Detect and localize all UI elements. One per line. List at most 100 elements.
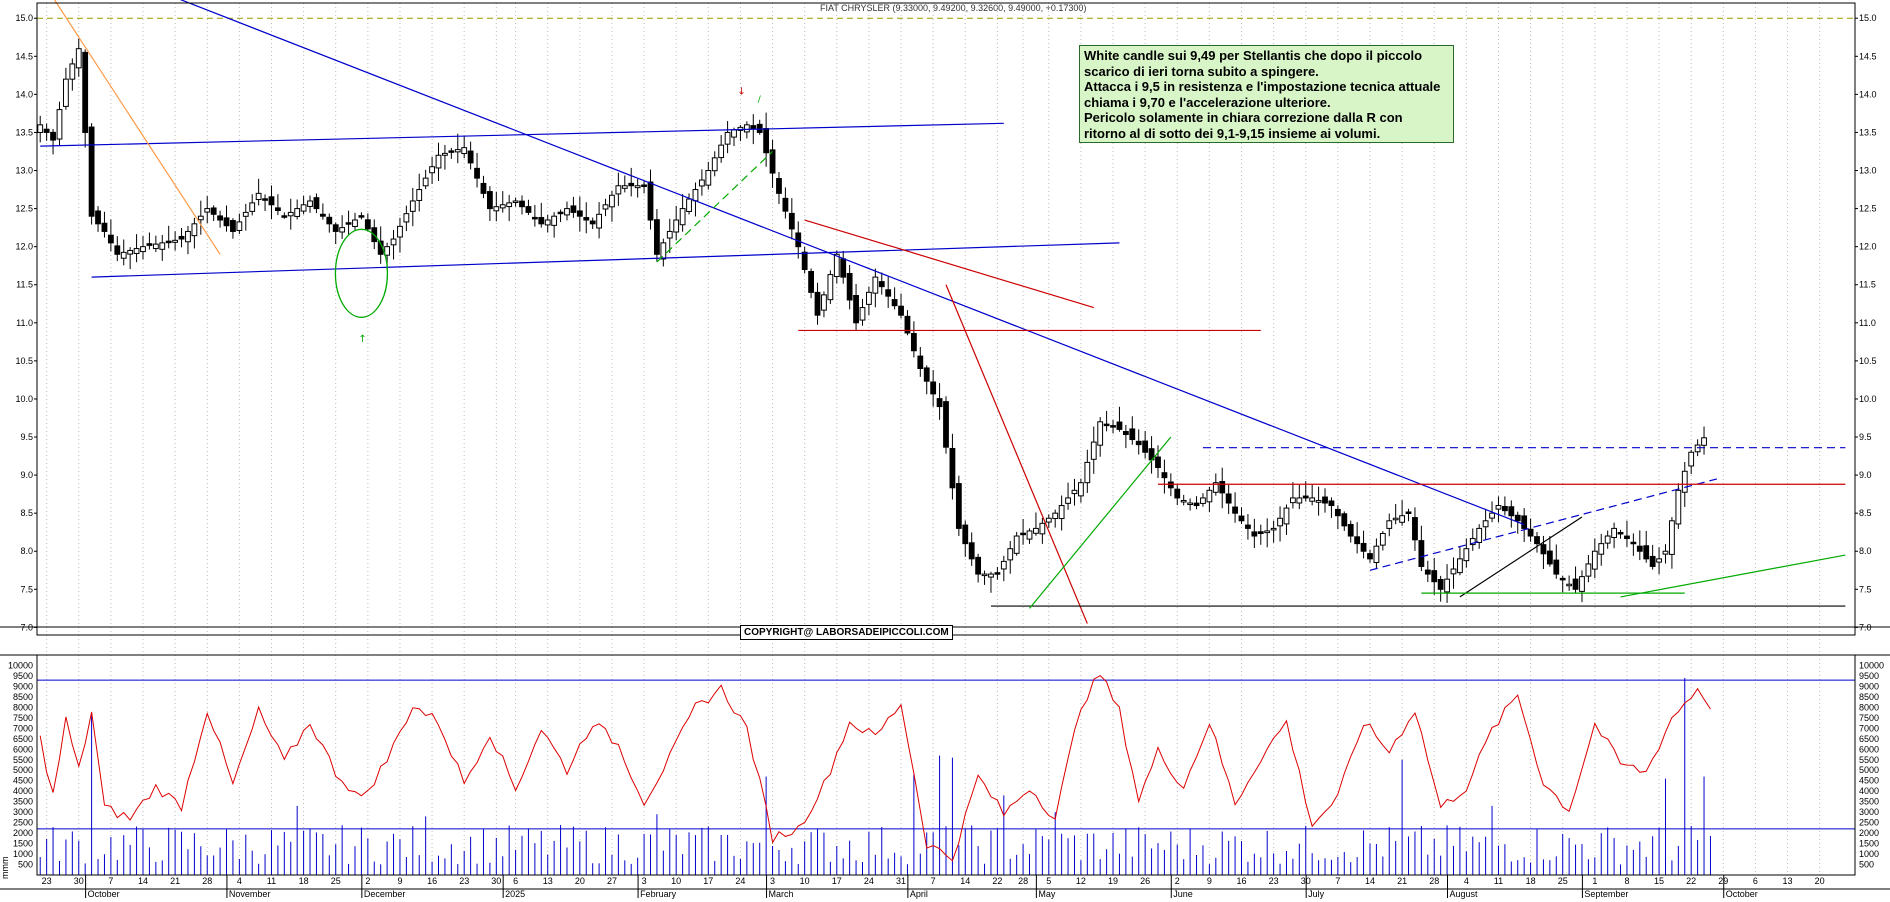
down-arrow-icon: ↓	[737, 86, 745, 97]
candle	[885, 289, 892, 297]
annotation-line: Pericolo solamente in chiara correzione …	[1084, 110, 1403, 125]
candle	[878, 281, 885, 288]
candle	[1341, 513, 1348, 527]
candle	[628, 182, 635, 187]
y-tick-label: 12.5	[1859, 204, 1877, 214]
candle	[300, 204, 307, 212]
candle	[1090, 441, 1097, 460]
x-day-label: 24	[864, 876, 874, 886]
candle	[1020, 532, 1026, 536]
vol-tick-label: 7500	[13, 713, 33, 723]
candle	[570, 205, 577, 213]
candle	[576, 210, 583, 217]
candle	[1309, 497, 1316, 502]
y-tick-label: 12.0	[15, 242, 33, 252]
candle	[1379, 532, 1386, 546]
vol-tick-label: 5000	[1859, 765, 1879, 775]
vol-tick-label: 5000	[13, 765, 33, 775]
candle	[512, 200, 519, 203]
candle	[583, 217, 590, 221]
candle	[1328, 500, 1335, 507]
candle	[1302, 495, 1309, 499]
annotation-box: White candle sui 9,49 per Stellantis che…	[1079, 45, 1454, 143]
candle	[1360, 542, 1367, 552]
trendline	[804, 219, 1094, 309]
candle	[1444, 578, 1450, 593]
candle	[731, 129, 737, 138]
y-tick-label: 11.0	[1859, 318, 1876, 328]
candle	[56, 109, 63, 140]
candle	[1412, 517, 1418, 541]
candle	[242, 211, 249, 217]
candle	[1373, 545, 1380, 564]
candle	[88, 126, 95, 217]
x-day-label: 8	[1624, 876, 1629, 886]
candle	[1527, 528, 1534, 537]
annotation-line: White candle sui 9,49 per Stellantis che…	[1084, 48, 1423, 63]
candle	[1238, 515, 1245, 522]
x-day-label: 19	[1108, 876, 1118, 886]
x-day-label: 23	[42, 876, 52, 886]
candle	[448, 150, 455, 153]
y-tick-label: 14.5	[1859, 51, 1877, 61]
y-tick-label: 13.5	[15, 127, 33, 137]
vol-tick-label: 500	[18, 860, 33, 870]
candle	[1270, 527, 1277, 531]
candle	[1675, 489, 1682, 525]
candle	[1315, 499, 1322, 503]
y-tick-label: 11.5	[16, 280, 33, 290]
candle	[409, 200, 416, 212]
candle	[756, 123, 763, 133]
candle	[808, 270, 814, 293]
candle	[1232, 506, 1238, 514]
candle	[152, 243, 159, 250]
candle	[1161, 472, 1168, 479]
candle	[711, 157, 718, 172]
y-tick-label: 7.0	[1859, 622, 1872, 632]
vol-tick-label: 2000	[1859, 828, 1879, 838]
candle	[1322, 496, 1328, 504]
x-day-label: 26	[1140, 876, 1150, 886]
candle	[936, 398, 943, 408]
candle	[853, 295, 859, 324]
vol-tick-label: 4500	[13, 776, 33, 786]
candle	[1482, 520, 1489, 528]
candle	[1624, 535, 1630, 540]
candle	[275, 207, 281, 211]
candle	[1180, 499, 1187, 503]
vol-tick-label: 6000	[1859, 744, 1879, 754]
y-tick-label: 8.5	[1859, 508, 1872, 518]
candle	[345, 222, 352, 225]
price-panel: ↑ ↓ /	[37, 0, 1846, 624]
candle	[1367, 553, 1373, 560]
x-day-label: 10	[671, 876, 681, 886]
candle	[673, 219, 680, 233]
candle	[43, 128, 50, 133]
y-tick-label: 12.5	[15, 204, 33, 214]
vol-tick-label: 6000	[13, 744, 33, 754]
candle	[101, 222, 108, 232]
candle	[1289, 497, 1296, 504]
x-day-label: 21	[1397, 876, 1407, 886]
candle	[718, 144, 725, 159]
x-day-label: 18	[299, 876, 309, 886]
trendline	[1459, 516, 1583, 598]
x-day-label: 14	[138, 876, 148, 886]
y-tick-label: 15.0	[1859, 13, 1877, 23]
candle	[1174, 488, 1181, 499]
candle	[679, 208, 686, 226]
candle	[1643, 545, 1650, 560]
candle	[538, 216, 545, 225]
candle	[1052, 512, 1059, 520]
trendline	[945, 284, 1088, 624]
candle	[69, 63, 76, 80]
candle	[326, 216, 333, 225]
candle	[1694, 444, 1701, 453]
y-tick-label: 11.0	[16, 318, 33, 328]
candle	[178, 235, 185, 240]
candle	[1225, 493, 1232, 504]
y-tick-label: 8.0	[20, 546, 33, 556]
y-tick-label: 7.0	[20, 622, 33, 632]
x-month-label: November	[229, 889, 271, 899]
